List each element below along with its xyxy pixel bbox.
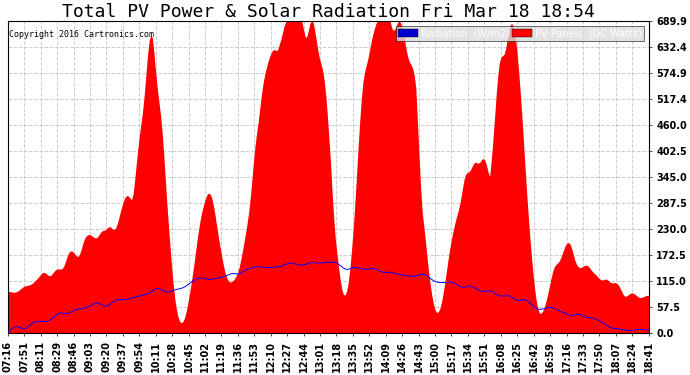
Text: Copyright 2016 Cartronics.com: Copyright 2016 Cartronics.com [9,30,154,39]
Title: Total PV Power & Solar Radiation Fri Mar 18 18:54: Total PV Power & Solar Radiation Fri Mar… [62,3,595,21]
Legend: Radiation  (W/m2), PV Panels  (DC Watts): Radiation (W/m2), PV Panels (DC Watts) [396,26,644,40]
